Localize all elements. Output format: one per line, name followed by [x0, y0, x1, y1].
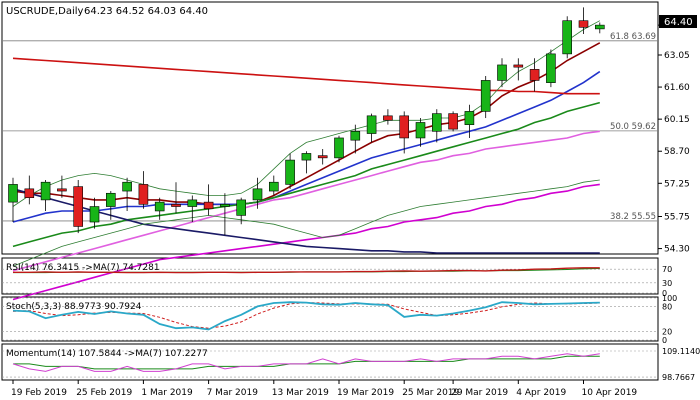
candle-body-3 [57, 188, 67, 192]
candle-body-34 [562, 20, 573, 55]
candle-body-15 [252, 188, 263, 201]
time-tick-label-9: 10 Apr 2019 [582, 388, 638, 398]
candle-body-26 [431, 113, 442, 132]
fib-label-0: 61.8 63.69 [610, 32, 656, 42]
moving-average-line-8 [12, 179, 600, 267]
candle-body-12 [203, 201, 214, 210]
candle-body-32 [529, 69, 540, 81]
candle-body-29 [480, 80, 491, 112]
candle-body-2 [40, 181, 51, 201]
fib-label-1: 50.0 59.62 [610, 122, 656, 132]
candle-body-21 [350, 131, 361, 141]
rsi-panel-frame [1, 257, 659, 295]
time-tick-label-3: 7 Mar 2019 [207, 388, 259, 398]
chart-title: USCRUDE,Daily [6, 6, 83, 17]
time-tick-label-5: 19 Mar 2019 [337, 388, 394, 398]
rsi-layer: 70 300 [2, 265, 672, 298]
price-tick-label-7: 54.30 [664, 245, 690, 255]
candles-layer [8, 7, 605, 236]
candle-body-20 [334, 137, 344, 159]
price-tick-label-6: 55.75 [664, 212, 690, 222]
candle-body-33 [546, 53, 556, 83]
candle-body-23 [383, 115, 393, 121]
momentum-layer: 109.1140 98.7667 [2, 347, 700, 382]
last-price-tag [659, 15, 697, 28]
time-tick-label-4: 13 Mar 2019 [272, 388, 329, 398]
price-tick-label-5: 57.25 [664, 179, 690, 189]
time-tick-label-0: 19 Feb 2019 [11, 388, 67, 398]
momentum-line-1 [12, 353, 600, 372]
candle-body-19 [317, 155, 328, 159]
main-panel-frame [1, 1, 659, 255]
price-tick-label-2: 61.60 [664, 83, 690, 93]
fib-label-2: 38.2 55.55 [610, 212, 656, 222]
price-tick-label-4: 58.70 [664, 147, 690, 157]
candle-body-35 [578, 20, 589, 28]
candle-body-27 [448, 113, 458, 130]
stoch-tick-label-2: 20 [662, 328, 672, 337]
time-tick-label-8: 4 Apr 2019 [516, 388, 566, 398]
candle-body-1 [24, 188, 35, 198]
candle-body-9 [154, 201, 165, 212]
stoch-tick-label-1: 80 [662, 302, 672, 311]
candle-body-16 [268, 181, 279, 192]
stoch-title: Stoch(5,3,3) 88.9773 90.7924 [6, 302, 142, 312]
candle-body-6 [106, 192, 116, 207]
candle-body-11 [187, 199, 198, 207]
price-axis: 63.05 61.60 60.15 58.70 57.25 55.75 54.30 [658, 24, 690, 255]
time-tick-label-6: 25 Mar 2019 [402, 388, 459, 398]
rsi-line-1 [13, 267, 600, 274]
candle-body-22 [366, 115, 377, 134]
momentum-tick-label-0: 109.1140 [662, 347, 700, 356]
candle-body-36 [594, 24, 605, 30]
moving-average-line-5 [12, 57, 600, 95]
candle-body-13 [220, 204, 230, 207]
rsi-tick-label-2: 0 [662, 289, 667, 298]
last-price-label: 64.40 [664, 17, 693, 28]
stoch-panel-frame [1, 296, 659, 342]
stoch-line-0 [12, 302, 600, 329]
rsi-tick-label-1: 30 [662, 279, 672, 288]
price-tick-label-1: 63.05 [664, 51, 690, 61]
time-axis: 19 Feb 2019 25 Feb 2019 1 Mar 2019 7 Mar 20… [11, 380, 637, 398]
stoch-tick-label-0: 100 [662, 294, 677, 303]
time-tick-label-7: 29 Mar 2019 [451, 388, 508, 398]
stoch-tick-label-3: 0 [662, 336, 667, 345]
candle-body-28 [464, 111, 475, 125]
candle-body-24 [399, 115, 410, 139]
momentum-title: Momentum(14) 107.5844 ->MA(7) 107.2277 [6, 349, 208, 359]
candle-body-10 [171, 204, 181, 207]
fib-levels-layer: 61.8 63.69 50.0 59.62 38.2 55.55 [2, 32, 658, 222]
rsi-tick-label-0: 70 [662, 265, 672, 274]
candle-body-18 [301, 153, 312, 161]
moving-average-line-2 [12, 101, 601, 248]
time-tick-label-2: 1 Mar 2019 [141, 388, 193, 398]
candle-body-14 [236, 199, 246, 216]
candle-body-17 [285, 159, 295, 185]
candle-body-30 [497, 64, 507, 81]
stoch-line-1 [12, 301, 600, 331]
candle-body-8 [138, 184, 149, 205]
candle-body-31 [513, 64, 524, 68]
candle-body-5 [89, 206, 100, 223]
candle-body-25 [415, 122, 426, 139]
momentum-panel-frame [1, 343, 659, 381]
rsi-title: RSI(14) 76.3415 ->MA(7) 74.7281 [6, 263, 160, 273]
candle-body-7 [122, 181, 132, 192]
candle-body-0 [8, 184, 18, 203]
moving-average-line-3 [12, 130, 600, 272]
ohlc-header: 64.23 64.52 64.03 64.40 [84, 6, 208, 17]
time-tick-label-1: 25 Feb 2019 [76, 388, 132, 398]
price-tick-label-3: 60.15 [664, 115, 690, 125]
candle-body-4 [73, 186, 83, 227]
momentum-tick-label-1: 98.7667 [662, 373, 695, 382]
